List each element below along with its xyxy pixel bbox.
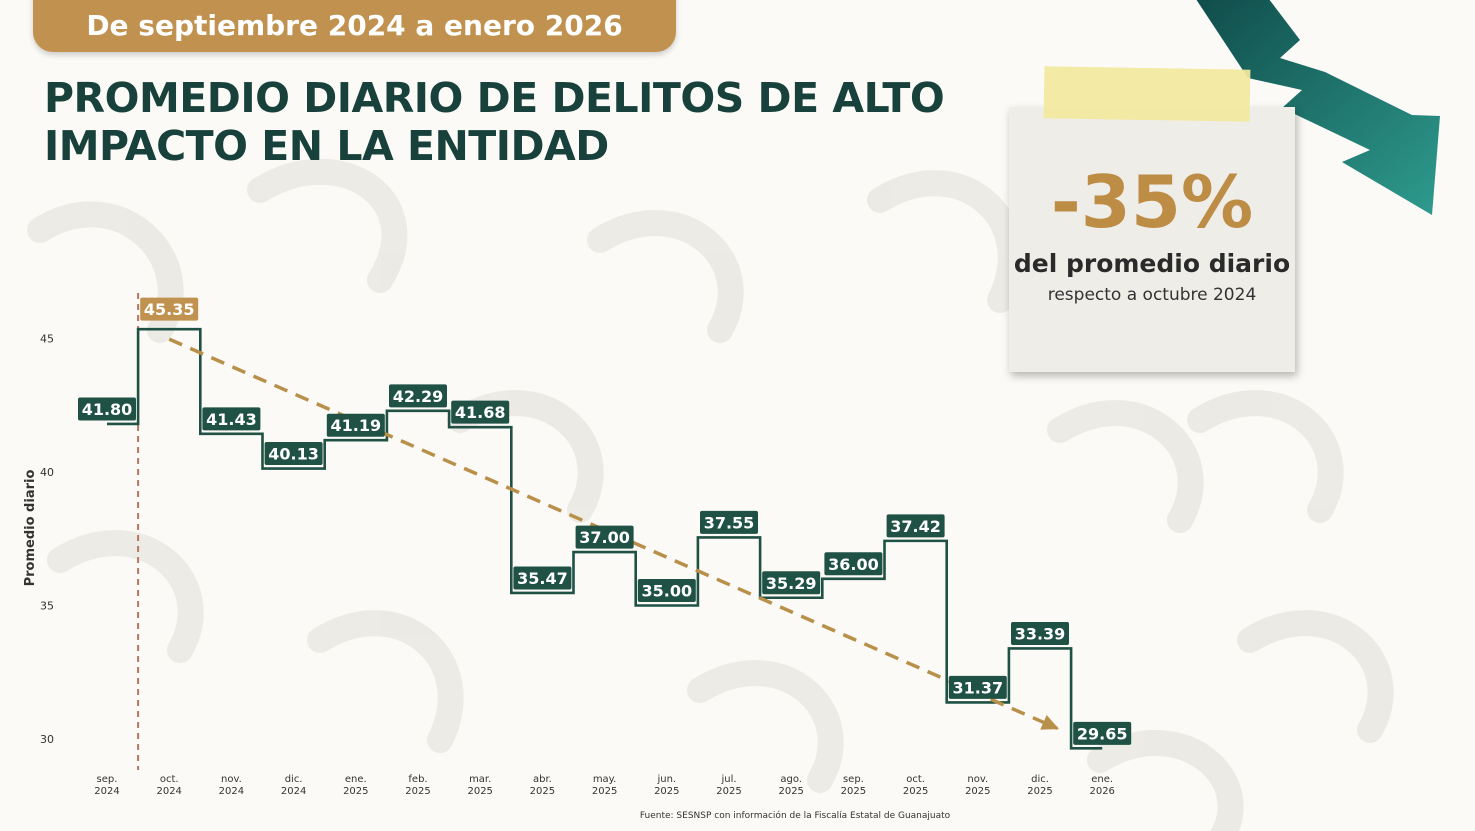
x-tick-year: 2025: [343, 786, 368, 797]
note-percent: -35%: [1050, 160, 1254, 244]
data-label-box: [824, 552, 883, 576]
x-tick-label: ene.: [1091, 774, 1113, 785]
note-line-2: respecto a octubre 2024: [1047, 285, 1257, 305]
data-label-box: [389, 384, 447, 408]
x-tick-label: nov.: [967, 774, 988, 785]
title-line-2: IMPACTO EN LA ENTIDAD: [44, 122, 609, 170]
x-tick-year: 2025: [654, 786, 679, 797]
data-label: 40.13: [268, 445, 319, 464]
data-label-box: [326, 413, 385, 437]
step-line: [107, 327, 1103, 750]
data-label-box: [948, 675, 1007, 699]
x-tick-year: 2025: [405, 786, 430, 797]
step-series: [107, 327, 1103, 750]
data-label-box: [264, 442, 323, 466]
data-label: 35.47: [517, 569, 568, 588]
data-label-box: [575, 525, 634, 549]
data-label: 41.43: [206, 410, 257, 429]
x-tick-year: 2025: [778, 786, 803, 797]
data-label-box: [202, 407, 261, 431]
data-label: 42.29: [393, 387, 444, 406]
x-tick-label: ago.: [780, 774, 802, 785]
data-label: 37.42: [890, 517, 941, 536]
x-tick-label: nov.: [221, 774, 242, 785]
x-tick-year: 2024: [281, 786, 306, 797]
down-trend-arrow-icon: [1196, 0, 1440, 215]
x-axis: sep.2024oct.2024nov.2024dic.2024ene.2025…: [94, 774, 1115, 797]
data-label-box: [637, 579, 696, 602]
x-tick-label: abr.: [533, 774, 552, 785]
data-labels: 41.80 45.35 41.43 40.13 41.19 42.29 41.68 35.47…: [78, 297, 1132, 745]
data-label: 41.19: [330, 416, 381, 435]
data-label-box: [513, 566, 572, 590]
data-label: 41.80: [82, 400, 133, 419]
x-tick-label: sep.: [97, 774, 118, 785]
x-tick-year: 2025: [716, 786, 741, 797]
data-label: 36.00: [828, 555, 879, 574]
data-label: 37.55: [704, 513, 755, 532]
note-line-1: del promedio diario: [1013, 249, 1291, 278]
highlight-note-card: -35% del promedio diario respecto a octu…: [1009, 107, 1295, 372]
x-tick-year: 2025: [965, 786, 990, 797]
title-line-1: PROMEDIO DIARIO DE DELITOS DE ALTO: [44, 74, 945, 122]
data-label: 37.00: [579, 528, 630, 547]
y-tick-label: 35: [40, 600, 54, 613]
x-tick-year: 2024: [94, 786, 119, 797]
x-tick-year: 2024: [219, 786, 244, 797]
data-label-box: [886, 514, 945, 538]
x-tick-label: oct.: [906, 774, 925, 785]
data-label: 33.39: [1015, 624, 1066, 643]
y-tick-label: 40: [40, 466, 54, 479]
x-tick-label: dic.: [285, 774, 303, 785]
data-label: 35.29: [766, 574, 817, 593]
tape-decoration: [1043, 66, 1251, 122]
data-label: 35.00: [641, 582, 692, 601]
x-tick-label: dic.: [1031, 774, 1049, 785]
x-tick-label: mar.: [469, 774, 491, 785]
x-tick-year: 2026: [1089, 786, 1114, 797]
data-label-box: [1073, 721, 1132, 745]
x-tick-year: 2025: [903, 786, 928, 797]
x-tick-year: 2024: [156, 786, 181, 797]
x-tick-label: feb.: [408, 774, 427, 785]
y-tick-label: 30: [40, 733, 54, 746]
data-label-box: [700, 510, 758, 534]
y-axis: 30 35 40 45: [40, 333, 54, 747]
data-label: 29.65: [1077, 724, 1128, 743]
source-note: Fuente: SESNSP con información de la Fis…: [639, 811, 951, 821]
x-tick-label: ene.: [345, 774, 367, 785]
trend-arrowhead-icon: [1040, 714, 1060, 730]
x-tick-year: 2025: [530, 786, 555, 797]
x-tick-label: jun.: [656, 774, 676, 785]
data-label-box: [78, 397, 136, 421]
x-tick-year: 2025: [1027, 786, 1052, 797]
x-tick-year: 2025: [592, 786, 617, 797]
data-label-box: [451, 400, 510, 424]
data-label-box: [1011, 621, 1069, 645]
page-title: PROMEDIO DIARIO DE DELITOS DE ALTO IMPAC…: [44, 74, 945, 170]
x-tick-label: oct.: [160, 774, 179, 785]
data-label-box: [140, 297, 199, 321]
y-axis-label: Promedio diario: [23, 470, 38, 587]
period-text: De septiembre 2024 a enero 2026: [86, 8, 623, 42]
y-tick-label: 45: [40, 333, 54, 346]
x-tick-label: may.: [593, 774, 617, 785]
x-tick-year: 2025: [467, 786, 492, 797]
data-label-box: [762, 571, 821, 595]
data-label: 41.68: [455, 403, 506, 422]
data-label: 31.37: [952, 678, 1003, 697]
period-banner: De septiembre 2024 a enero 2026: [33, 0, 676, 52]
x-tick-label: jul.: [720, 774, 736, 785]
x-tick-label: sep.: [843, 774, 864, 785]
data-label: 45.35: [144, 300, 195, 319]
x-tick-year: 2025: [841, 786, 866, 797]
